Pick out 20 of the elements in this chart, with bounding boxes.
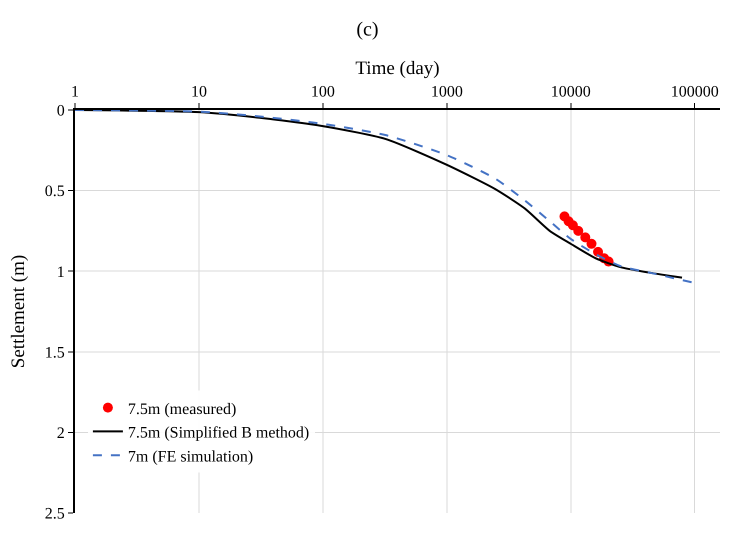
- chart-title: (c): [356, 18, 379, 40]
- x-tick-label: 100: [310, 84, 335, 101]
- point: [580, 232, 590, 242]
- x-tick-label: 100000: [670, 84, 719, 101]
- legend-label: 7.5m (measured): [128, 400, 236, 418]
- y-tick-label: 2: [56, 425, 65, 442]
- y-tick-label: 1: [56, 264, 65, 281]
- legend-label: 7.5m (Simplified B method): [128, 424, 310, 442]
- y-tick-label: 0: [56, 102, 65, 120]
- point: [586, 238, 596, 249]
- y-axis-title: Settlement (m): [8, 254, 30, 368]
- legend-label: 7m (FE simulation): [128, 448, 254, 466]
- y-tick-label: 2.5: [44, 506, 65, 523]
- x-axis-title: Time (day): [355, 58, 440, 79]
- x-tick-label: 10: [190, 84, 207, 101]
- y-tick-label: 0.5: [44, 183, 65, 200]
- x-tick-label: 1: [71, 84, 79, 101]
- x-tick-label: 10000: [550, 84, 591, 101]
- y-tick-label: 1.5: [44, 344, 65, 362]
- x-tick-label: 1000: [430, 84, 463, 101]
